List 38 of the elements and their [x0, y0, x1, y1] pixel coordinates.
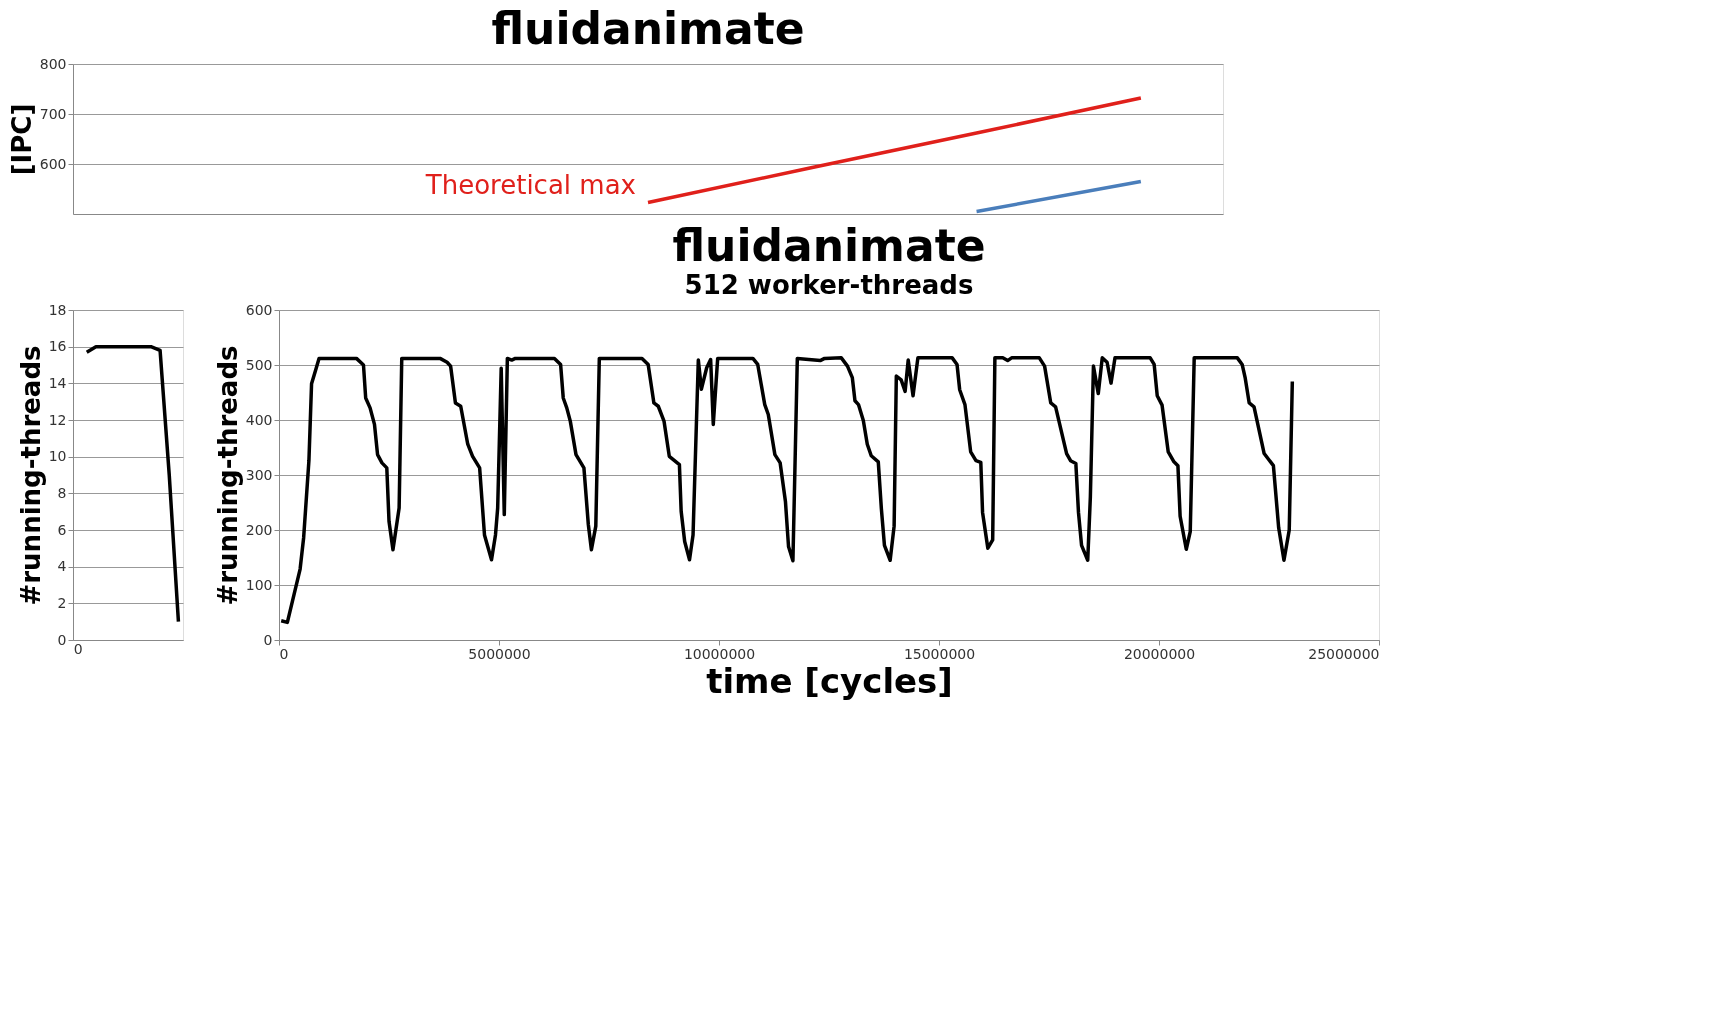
- y-tick-label: 600: [245, 301, 273, 318]
- x-tick-label: 25000000: [1308, 645, 1380, 662]
- x-tick-label: 15000000: [903, 645, 976, 662]
- line-series: [646, 96, 1143, 205]
- chart-title: fluidanimate: [491, 3, 805, 54]
- y-tick-label: 0: [57, 631, 67, 648]
- y-tick-label: 500: [245, 356, 273, 373]
- y-axis-title: #running-threads: [212, 345, 243, 606]
- y-tick-label: 16: [48, 338, 67, 355]
- y-tick-label: 14: [48, 374, 67, 391]
- y-tick-label: 100: [245, 576, 273, 593]
- chart-subtitle: 512 worker-threads: [684, 270, 974, 300]
- y-tick-label: 6: [57, 521, 67, 538]
- y-tick-label: 300: [245, 466, 273, 483]
- y-tick-label: 0: [263, 631, 273, 648]
- y-tick-label: 400: [245, 411, 273, 428]
- x-tick-label: 0: [279, 645, 289, 662]
- y-tick-label: 2: [57, 594, 67, 611]
- y-tick-label: 700: [39, 105, 67, 122]
- x-tick-label: 10000000: [683, 645, 756, 662]
- y-tick-label: 8: [57, 484, 67, 501]
- y-tick-label: 18: [48, 301, 67, 318]
- y-tick-label: 12: [48, 411, 67, 428]
- line-series: [279, 356, 1295, 625]
- x-tick-label: 5000000: [468, 645, 531, 662]
- y-tick-label: 600: [39, 155, 67, 172]
- y-tick-label: 10: [48, 448, 67, 465]
- x-tick-label: 20000000: [1123, 645, 1196, 662]
- y-tick-label: 200: [245, 521, 273, 538]
- chart-title: fluidanimate: [672, 220, 986, 271]
- y-tick-label: 4: [57, 558, 67, 575]
- series-label: Theoretical max: [424, 169, 636, 200]
- x-tick-label: 0: [73, 640, 83, 657]
- y-axis-title: [IPC]: [6, 103, 37, 176]
- x-axis-title: time [cycles]: [706, 660, 953, 701]
- y-axis-title: #running-threads: [15, 345, 46, 606]
- line-series: [85, 344, 181, 624]
- y-tick-label: 800: [39, 55, 67, 72]
